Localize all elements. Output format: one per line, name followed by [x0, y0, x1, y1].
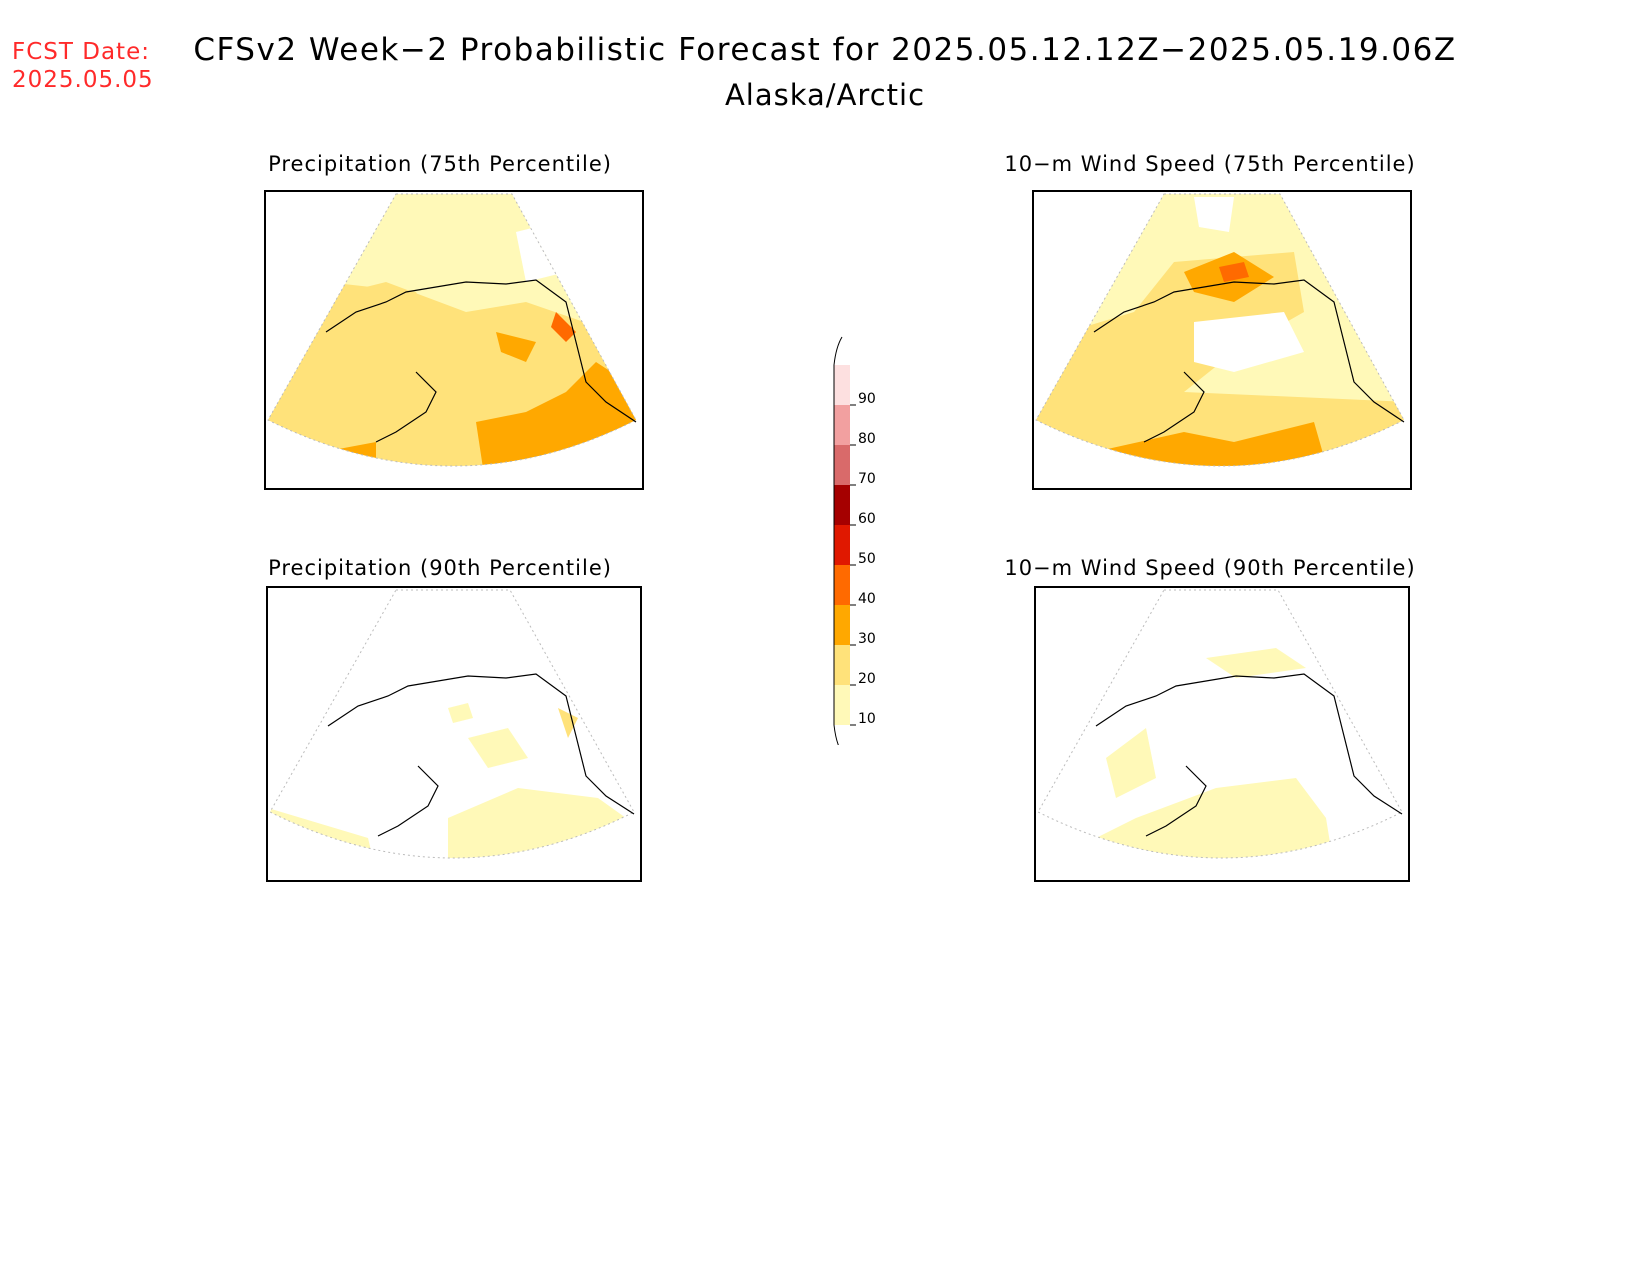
map-precip-75 [264, 190, 644, 490]
panel-title-precip-90: Precipitation (90th Percentile) [268, 556, 612, 580]
panel-title-precip-75: Precipitation (75th Percentile) [268, 152, 612, 176]
map-wind-90 [1034, 586, 1410, 882]
coastline-peninsula [1145, 765, 1207, 837]
coastline [1095, 673, 1403, 815]
colorbar-box-90 [834, 365, 850, 405]
colorbar-box-10 [834, 685, 850, 725]
shade-30-s [1094, 422, 1334, 466]
shade-10-n [1206, 648, 1306, 678]
page-title: CFSv2 Week−2 Probabilistic Forecast for … [193, 32, 1457, 68]
graticule [267, 193, 637, 467]
shade-40 [551, 312, 576, 342]
map-precip-90 [266, 586, 642, 882]
shade-10-w [1106, 728, 1156, 798]
panel-title-wind-90: 10−m Wind Speed (90th Percentile) [1004, 556, 1416, 580]
shade-30-c [496, 332, 536, 362]
colorbar-box-50 [834, 525, 850, 565]
colorbar-label-40: 40 [858, 591, 876, 607]
colorbar-label-10: 10 [858, 711, 876, 727]
colorbar-label-50: 50 [858, 551, 876, 567]
coastline-peninsula [377, 765, 439, 837]
graticule [269, 589, 635, 859]
colorbar-box-30 [834, 605, 850, 645]
region-title: Alaska/Arctic [724, 78, 926, 112]
shade-10-n [448, 703, 473, 723]
colorbar-label-90: 90 [858, 391, 876, 407]
graticule [1035, 193, 1405, 467]
colorbar-box-40 [834, 565, 850, 605]
colorbar-cap-top [833, 336, 843, 366]
shade-20 [558, 708, 578, 738]
blank-area [1194, 312, 1304, 372]
fcst-date-label: FCST Date: [12, 39, 150, 65]
fcst-date-value: 2025.05.05 [12, 67, 154, 93]
colorbar-label-20: 20 [858, 671, 876, 687]
colorbar-label-70: 70 [858, 471, 876, 487]
fcst-date-block: FCST Date: 2025.05.05 [12, 38, 154, 94]
blank-area-n [1194, 197, 1234, 232]
coastline [327, 673, 635, 815]
map-wind-75 [1032, 190, 1412, 490]
coastline-peninsula [375, 371, 437, 443]
shade-20b [326, 282, 446, 362]
colorbar-cap-bottom [833, 724, 843, 754]
colorbar: 10 20 30 40 50 60 70 80 90 [820, 335, 880, 754]
colorbar-label-80: 80 [858, 431, 876, 447]
colorbar-box-20 [834, 645, 850, 685]
colorbar-box-60 [834, 485, 850, 525]
colorbar-label-60: 60 [858, 511, 876, 527]
colorbar-label-30: 30 [858, 631, 876, 647]
panel-title-wind-75: 10−m Wind Speed (75th Percentile) [1004, 152, 1416, 176]
shade-10-c [468, 728, 528, 768]
shade-30-sw [296, 442, 376, 466]
coastline [325, 279, 637, 423]
colorbar-svg: 10 20 30 40 50 60 70 80 90 [833, 336, 876, 754]
graticule [1037, 589, 1403, 859]
shade-40 [1219, 262, 1249, 282]
coastline-peninsula [1143, 371, 1205, 443]
colorbar-box-80 [834, 405, 850, 445]
coastline [1093, 279, 1405, 423]
colorbar-box-70 [834, 445, 850, 485]
